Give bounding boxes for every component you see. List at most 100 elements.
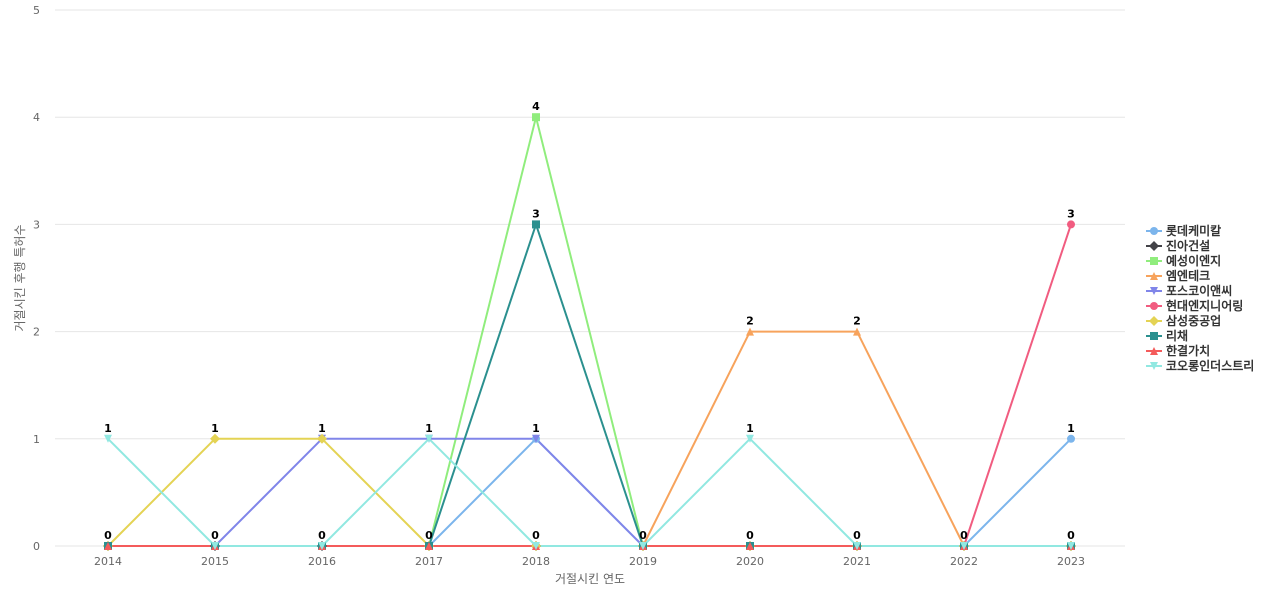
legend-label: 진아건설 [1166, 238, 1210, 253]
data-label: 1 [104, 422, 112, 435]
x-tick-label: 2022 [950, 555, 978, 568]
legend-symbol-marker [1150, 362, 1158, 370]
data-point [425, 542, 433, 550]
data-label: 3 [1067, 207, 1075, 220]
legend-label: 리채 [1166, 328, 1188, 343]
data-label: 0 [211, 529, 219, 542]
data-label: 0 [532, 529, 540, 542]
y-tick-label: 3 [33, 218, 40, 231]
legend-label: 예성이엔지 [1166, 253, 1221, 268]
data-point [318, 542, 326, 550]
data-point [317, 433, 327, 444]
legend-symbol-marker [1150, 332, 1158, 340]
data-label: 2 [853, 315, 861, 328]
legend-item[interactable]: 삼성중공업 [1146, 313, 1221, 328]
data-label: 1 [532, 422, 540, 435]
legend-label: 롯데케미칼 [1166, 223, 1221, 238]
x-tick-label: 2023 [1057, 555, 1085, 568]
legend-item[interactable]: 코오롱인더스트리 [1146, 358, 1254, 373]
data-point [211, 542, 219, 550]
legend-symbol-marker [1149, 241, 1159, 251]
data-point [532, 434, 540, 443]
x-tick-label: 2016 [308, 555, 336, 568]
data-point [746, 327, 754, 336]
data-labels: 1 0 1 0 1 0 1 0 4 3 1 0 0 2 1 0 2 0 0 3 1 0 [104, 100, 1075, 542]
x-tick-label: 2021 [843, 555, 871, 568]
legend-label: 삼성중공업 [1166, 313, 1221, 328]
data-label: 0 [639, 529, 647, 542]
y-tick-label: 4 [33, 111, 40, 124]
data-label: 0 [318, 529, 326, 542]
grid-lines [55, 9, 1125, 547]
data-label: 4 [532, 100, 540, 113]
legend-item[interactable]: 현대엔지니어링 [1146, 298, 1243, 313]
legend-item[interactable]: 엠엔테크 [1146, 268, 1210, 283]
legend-symbol-marker [1150, 302, 1158, 310]
x-tick-label: 2018 [522, 555, 550, 568]
data-label: 3 [532, 207, 540, 220]
legend-label: 엠엔테크 [1166, 268, 1210, 283]
data-label: 1 [318, 422, 326, 435]
series-line-8 [108, 223, 1071, 547]
data-point [532, 220, 540, 229]
legend-label: 포스코이앤씨 [1166, 283, 1232, 298]
data-label: 1 [211, 422, 219, 435]
data-label: 1 [425, 422, 433, 435]
legend-item[interactable]: 롯데케미칼 [1146, 223, 1221, 238]
data-point [532, 542, 540, 550]
legend-item[interactable]: 포스코이앤씨 [1146, 283, 1232, 298]
data-label: 0 [746, 529, 754, 542]
series-line-5 [108, 437, 1071, 547]
series-line-10 [107, 437, 1071, 547]
data-label: 0 [1067, 529, 1075, 542]
y-tick-label: 5 [33, 4, 40, 17]
data-point [425, 434, 433, 443]
legend-symbol-marker [1150, 257, 1158, 265]
data-label: 1 [1067, 422, 1075, 435]
x-tick-label: 2019 [629, 555, 657, 568]
legend-label: 코오롱인더스트리 [1166, 358, 1254, 373]
data-label: 0 [425, 529, 433, 542]
data-point [532, 113, 540, 122]
data-label: 2 [746, 315, 754, 328]
x-tick-label: 2017 [415, 555, 443, 568]
data-point [639, 542, 647, 550]
data-label: 0 [853, 529, 861, 542]
legend-symbol-marker [1150, 287, 1158, 295]
data-point [1067, 220, 1075, 229]
legend-label: 현대엔지니어링 [1166, 298, 1243, 313]
legend-symbol-marker [1150, 272, 1158, 280]
y-axis-ticks: 0 1 2 3 4 5 [33, 4, 40, 553]
legend-symbol-marker [1150, 347, 1158, 355]
data-point [853, 542, 861, 550]
legend-item[interactable]: 리채 [1146, 328, 1188, 343]
data-point [104, 434, 112, 443]
data-point [746, 542, 754, 550]
y-tick-label: 0 [33, 540, 40, 553]
legend-item[interactable]: 한결가치 [1146, 343, 1210, 358]
data-point [746, 434, 754, 443]
y-axis-title: 거절시킨 후행 특허수 [12, 225, 27, 332]
data-label: 0 [104, 529, 112, 542]
data-point [104, 542, 112, 550]
y-tick-label: 2 [33, 326, 40, 339]
legend-item[interactable]: 진아건설 [1146, 238, 1210, 253]
data-point [1067, 434, 1075, 443]
data-point [1067, 542, 1075, 550]
legend: 롯데케미칼진아건설예성이엔지엠엔테크포스코이앤씨현대엔지니어링삼성중공업리채한결… [1146, 223, 1254, 373]
series-lines [107, 116, 1072, 547]
legend-item[interactable]: 예성이엔지 [1146, 253, 1221, 268]
data-point [210, 433, 220, 444]
series-markers [103, 113, 1076, 551]
data-label: 0 [960, 529, 968, 542]
x-tick-label: 2014 [94, 555, 122, 568]
x-tick-label: 2015 [201, 555, 229, 568]
legend-symbol-marker [1149, 316, 1159, 326]
y-tick-label: 1 [33, 433, 40, 446]
x-tick-label: 2020 [736, 555, 764, 568]
data-label: 1 [746, 422, 754, 435]
x-axis-title: 거절시킨 연도 [555, 572, 625, 586]
legend-label: 한결가치 [1166, 343, 1210, 358]
data-point [960, 542, 968, 550]
